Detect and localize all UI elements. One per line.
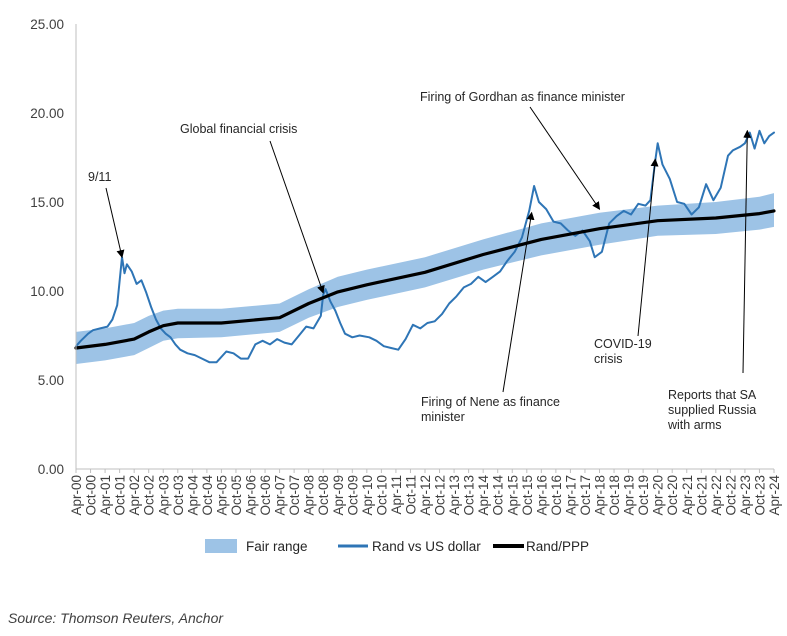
annotation-arrow <box>502 211 535 393</box>
y-tick-label: 5.00 <box>38 373 64 388</box>
x-tick-label: Oct-04 <box>200 475 215 516</box>
x-tick-label: Oct-19 <box>636 475 651 516</box>
annotation-label: COVID-19 crisis <box>594 337 652 366</box>
x-tick-label: Apr-08 <box>302 475 317 516</box>
x-tick-label: Oct-00 <box>84 475 99 516</box>
x-tick-label: Oct-15 <box>520 475 535 516</box>
legend: Fair range Rand vs US dollar Rand/PPP <box>205 539 589 554</box>
x-tick-label: Apr-18 <box>593 475 608 516</box>
x-tick-label: Apr-23 <box>738 475 753 516</box>
x-tick-label: Oct-01 <box>113 475 128 516</box>
y-tick-label: 20.00 <box>30 106 64 121</box>
x-tick-label: Apr-13 <box>447 475 462 516</box>
x-tick-label: Oct-17 <box>578 475 593 516</box>
legend-label-rand-usd: Rand vs US dollar <box>372 539 481 554</box>
x-tick-label: Oct-13 <box>462 475 477 516</box>
source-note: Source: Thomson Reuters, Anchor <box>8 610 224 626</box>
x-tick-label: Apr-15 <box>505 475 520 516</box>
x-tick-label: Apr-00 <box>69 475 84 516</box>
x-tick-label: Apr-01 <box>98 475 113 516</box>
x-tick-label: Apr-16 <box>534 475 549 516</box>
legend-label-fair-range: Fair range <box>246 539 308 554</box>
x-tick-label: Apr-22 <box>709 475 724 516</box>
x-tick-label: Oct-16 <box>549 475 564 516</box>
y-tick-label: 15.00 <box>30 195 64 210</box>
x-tick-label: Oct-08 <box>316 475 331 516</box>
x-tick-label: Apr-20 <box>651 475 666 516</box>
annotation-label: Firing of Nene as finance minister <box>421 395 560 424</box>
annotation-label: Global financial crisis <box>180 122 297 136</box>
annotation-arrow <box>742 129 752 374</box>
x-tick-label: Apr-03 <box>156 475 171 516</box>
annotations: 9/11 Global financial crisis Firing of Gor… <box>88 90 757 432</box>
annotation-arrow <box>269 140 325 294</box>
x-tick-label: Apr-17 <box>563 475 578 516</box>
x-tick-label: Oct-02 <box>142 475 157 516</box>
rand-ppp-line <box>74 209 776 350</box>
x-tick-label: Apr-09 <box>331 475 346 516</box>
x-tick-label: Apr-19 <box>622 475 637 516</box>
x-tick-label: Apr-12 <box>418 475 433 516</box>
y-tick-label: 0.00 <box>38 462 64 477</box>
annotation-arrow <box>105 187 125 259</box>
x-tick-label: Oct-11 <box>404 475 419 515</box>
x-tick-label: Oct-22 <box>723 475 738 516</box>
annotation-label: Firing of Gordhan as finance minister <box>420 90 625 104</box>
x-tick-label: Oct-05 <box>229 475 244 516</box>
x-tick-label: Oct-18 <box>607 475 622 516</box>
x-tick-label: Apr-11 <box>389 475 404 515</box>
x-tick-label: Oct-23 <box>753 475 768 516</box>
y-axis: 0.00 5.00 10.00 15.00 20.00 25.00 <box>30 17 64 477</box>
annotation-arrow <box>529 106 601 210</box>
legend-swatch-fair-range <box>205 539 237 553</box>
x-tick-label: Oct-20 <box>665 475 680 516</box>
x-tick-label: Apr-24 <box>767 475 782 516</box>
x-tick-label: Apr-21 <box>680 475 695 516</box>
x-tick-label: Apr-07 <box>273 475 288 516</box>
y-tick-label: 10.00 <box>30 284 64 299</box>
legend-label-rand-ppp: Rand/PPP <box>526 539 589 554</box>
x-tick-label: Apr-14 <box>476 475 491 516</box>
x-axis: Apr-00 Oct-00 Apr-01 Oct-01 Apr-02 Oct-02 Apr-… <box>69 469 782 516</box>
x-tick-label: Apr-02 <box>127 475 142 516</box>
x-tick-label: Oct-12 <box>433 475 448 516</box>
x-tick-label: Oct-09 <box>345 475 360 516</box>
annotation-label: 9/11 <box>88 170 111 184</box>
x-tick-label: Oct-06 <box>258 475 273 516</box>
rand-usd-line <box>75 129 775 364</box>
y-tick-label: 25.00 <box>30 17 64 32</box>
x-tick-label: Apr-05 <box>214 475 229 516</box>
x-tick-label: Oct-07 <box>287 475 302 516</box>
x-tick-label: Apr-06 <box>244 475 259 516</box>
annotation-label: Reports that SA supplied Russia with arms <box>667 388 757 432</box>
annotation-arrow <box>637 158 659 337</box>
x-tick-label: Apr-10 <box>360 475 375 516</box>
x-tick-label: Oct-10 <box>374 475 389 516</box>
x-tick-label: Oct-14 <box>491 475 506 516</box>
x-tick-label: Apr-04 <box>185 475 200 516</box>
x-tick-label: Oct-03 <box>171 475 186 516</box>
x-tick-label: Oct-21 <box>694 475 709 516</box>
